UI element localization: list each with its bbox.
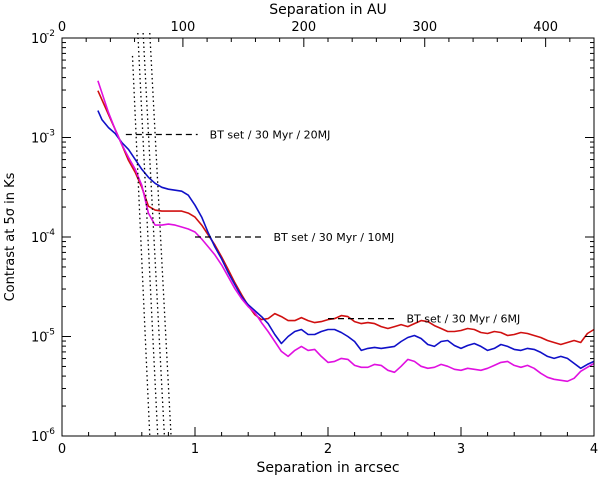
y-tick-label: 10-6 <box>31 427 55 445</box>
mass-track-4 <box>149 32 172 437</box>
y-tick-label-exponent: -4 <box>46 228 55 238</box>
y-tick-label-base: 10 <box>31 231 48 246</box>
y-tick-label: 10-4 <box>31 228 55 246</box>
y-tick-label-exponent: -6 <box>46 427 55 437</box>
mass-track-3 <box>142 32 166 437</box>
x2-axis-title: Separation in AU <box>269 2 387 18</box>
x-tick-label: 2 <box>324 442 332 457</box>
axes-layer: 0 1 2 3 40 100 200 300 40010-610-510-410-310-2Se… <box>3 2 598 476</box>
x-axis-title: Separation in arcsec <box>256 460 399 476</box>
mass-tracks-layer <box>131 32 172 437</box>
y-tick-label-base: 10 <box>31 132 48 147</box>
annotations-layer: BT set / 30 Myr / 20MJ BT set / 30 Myr / … <box>125 129 521 326</box>
x2-tick-label: 200 <box>291 20 316 35</box>
x2-tick-label: 0 <box>58 20 66 35</box>
annotation-20mj-label: BT set / 30 Myr / 20MJ <box>210 129 331 142</box>
mass-track-2 <box>137 32 159 437</box>
magenta-curve <box>97 80 595 383</box>
y-tick-label-exponent: -5 <box>46 328 55 338</box>
y-tick-label: 10-3 <box>31 129 55 147</box>
x-tick-label: 0 <box>58 442 66 457</box>
x2-tick-label: 400 <box>533 20 558 35</box>
annotation-6mj-label: BT set / 30 Myr / 6MJ <box>407 313 521 326</box>
y-axis-title: Contrast at 5σ in Ks <box>3 172 18 301</box>
x2-tick-label: 100 <box>170 20 195 35</box>
x2-tick-label: 300 <box>412 20 437 35</box>
y-tick-label: 10-2 <box>31 29 55 47</box>
annotation-10mj-label: BT set / 30 Myr / 10MJ <box>274 231 395 244</box>
mass-track-1 <box>131 55 151 437</box>
x-tick-label: 4 <box>590 442 598 457</box>
y-tick-label: 10-5 <box>31 328 55 346</box>
y-tick-label-exponent: -2 <box>46 29 55 39</box>
y-tick-label-base: 10 <box>31 32 48 47</box>
y-tick-label-base: 10 <box>31 430 48 445</box>
y-tick-label-base: 10 <box>31 331 48 346</box>
blue-curve <box>97 110 595 370</box>
y-tick-label-exponent: -3 <box>46 129 55 139</box>
red-curve <box>97 90 595 346</box>
x-tick-label: 3 <box>457 442 465 457</box>
x-tick-label: 1 <box>191 442 199 457</box>
curves-layer <box>97 80 595 383</box>
